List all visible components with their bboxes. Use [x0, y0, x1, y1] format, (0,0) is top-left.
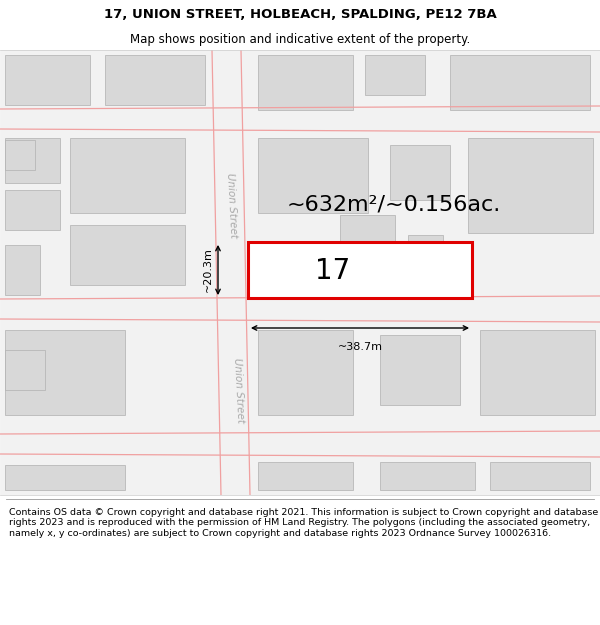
- Bar: [365, 55, 425, 95]
- Bar: [5, 190, 60, 230]
- Bar: [5, 465, 125, 490]
- Bar: [0, 108, 600, 130]
- Bar: [5, 138, 60, 183]
- Bar: [5, 55, 90, 105]
- Bar: [258, 138, 368, 213]
- Bar: [70, 225, 185, 285]
- Text: Union Street: Union Street: [232, 357, 245, 423]
- Bar: [380, 462, 475, 490]
- Text: Map shows position and indicative extent of the property.: Map shows position and indicative extent…: [130, 32, 470, 46]
- Bar: [258, 462, 353, 490]
- Text: 17: 17: [316, 257, 351, 285]
- Bar: [105, 55, 205, 105]
- Bar: [450, 55, 590, 110]
- Bar: [468, 138, 593, 233]
- Bar: [258, 330, 353, 415]
- Bar: [390, 145, 450, 200]
- Bar: [0, 298, 600, 320]
- Bar: [5, 330, 125, 415]
- Bar: [408, 235, 443, 270]
- Bar: [490, 462, 590, 490]
- Bar: [5, 245, 40, 295]
- Bar: [70, 138, 185, 213]
- Bar: [380, 335, 460, 405]
- Bar: [5, 140, 35, 170]
- Bar: [0, 433, 600, 455]
- Text: Contains OS data © Crown copyright and database right 2021. This information is : Contains OS data © Crown copyright and d…: [9, 508, 598, 538]
- Text: Union Street: Union Street: [225, 172, 238, 238]
- Text: 17, UNION STREET, HOLBEACH, SPALDING, PE12 7BA: 17, UNION STREET, HOLBEACH, SPALDING, PE…: [104, 8, 496, 21]
- Polygon shape: [212, 50, 250, 495]
- Bar: [258, 55, 353, 110]
- Bar: [340, 215, 395, 260]
- Text: ~632m²/~0.156ac.: ~632m²/~0.156ac.: [286, 194, 501, 214]
- Text: ~20.3m: ~20.3m: [203, 248, 213, 292]
- Bar: [5, 350, 45, 390]
- Bar: [480, 330, 595, 415]
- Bar: [248, 242, 472, 298]
- Text: ~38.7m: ~38.7m: [337, 342, 383, 352]
